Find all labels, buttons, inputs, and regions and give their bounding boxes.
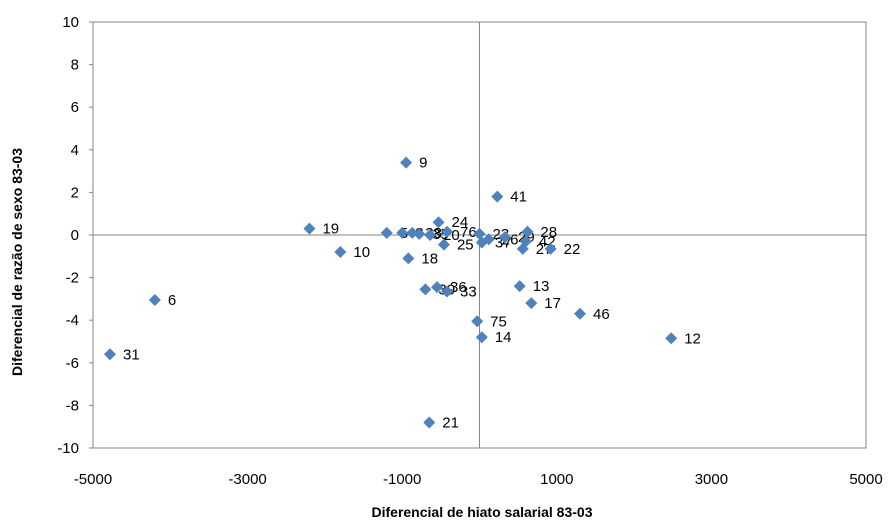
data-label-10: 10 [353,244,370,261]
y-tick-label: 8 [71,57,79,74]
data-label-17: 17 [544,295,561,312]
data-point-25 [437,238,450,251]
x-tick-label: 5000 [849,471,882,488]
x-tick-label: -5000 [74,471,112,488]
y-tick-label: -6 [66,355,79,372]
data-label-36: 36 [450,279,467,296]
data-point-12 [665,332,678,345]
data-label-22: 22 [564,241,581,258]
y-tick-label: 6 [71,99,79,116]
data-point-18 [402,252,415,265]
data-point-13 [513,280,526,293]
y-tick-label: -2 [66,270,79,287]
data-point-23 [473,227,486,240]
x-tick-label: -1000 [383,471,421,488]
y-tick-label: -4 [66,312,79,329]
data-point-19 [303,222,316,235]
data-point-35 [413,227,426,240]
y-tick-label: 2 [71,184,79,201]
data-label-31: 31 [123,346,140,363]
data-point-14 [475,331,488,344]
x-axis-title: Diferencial de hiato salarial 83-03 [372,504,593,520]
data-label-9: 9 [419,155,427,172]
data-point-41 [491,190,504,203]
data-point-8 [396,226,409,239]
x-tick-label: 1000 [540,471,573,488]
data-label-33: 33 [460,283,477,300]
y-tick-label: -8 [66,397,79,414]
data-label-27: 27 [536,241,553,258]
data-point-21 [423,416,436,429]
data-point-27 [516,242,529,255]
data-point-36 [430,281,443,294]
data-label-12: 12 [684,330,701,347]
y-tick-label: -10 [57,440,79,457]
data-point-9 [400,156,413,169]
data-label-25: 25 [457,237,474,254]
data-point-26 [482,233,495,246]
y-tick-label: 0 [71,227,79,244]
data-point-20 [424,229,437,241]
data-point-76 [441,225,454,238]
x-tick-label: 3000 [695,471,728,488]
data-point-24 [432,216,445,229]
data-point-28 [521,225,534,238]
data-label-21: 21 [442,414,459,431]
data-label-28: 28 [540,224,557,241]
x-tick-label: -3000 [228,471,266,488]
data-label-14: 14 [495,329,512,346]
data-label-46: 46 [593,306,610,323]
data-point-46 [573,307,586,320]
y-axis-title: Diferencial de razão de sexo 83-03 [9,148,25,376]
data-point-33 [441,285,454,298]
data-point-30 [419,283,432,296]
data-label-76: 76 [460,224,477,241]
data-point-6 [148,293,161,306]
data-point-75 [471,315,484,328]
data-point-31 [104,348,117,361]
y-tick-label: 4 [71,142,79,159]
data-label-75: 75 [490,313,507,330]
data-label-41: 41 [510,189,527,206]
data-label-18: 18 [421,250,438,267]
data-point-17 [525,297,538,310]
data-point-22 [544,242,557,255]
data-label-13: 13 [533,278,550,295]
data-point-29 [499,231,512,244]
data-point-10 [334,246,347,259]
data-point-5 [380,226,393,239]
data-label-19: 19 [322,221,339,238]
data-label-24: 24 [452,214,469,231]
y-tick-label: 10 [62,14,79,31]
data-label-6: 6 [168,292,176,309]
points-layer: 3161910589183835202130363324257623372629… [104,155,701,431]
